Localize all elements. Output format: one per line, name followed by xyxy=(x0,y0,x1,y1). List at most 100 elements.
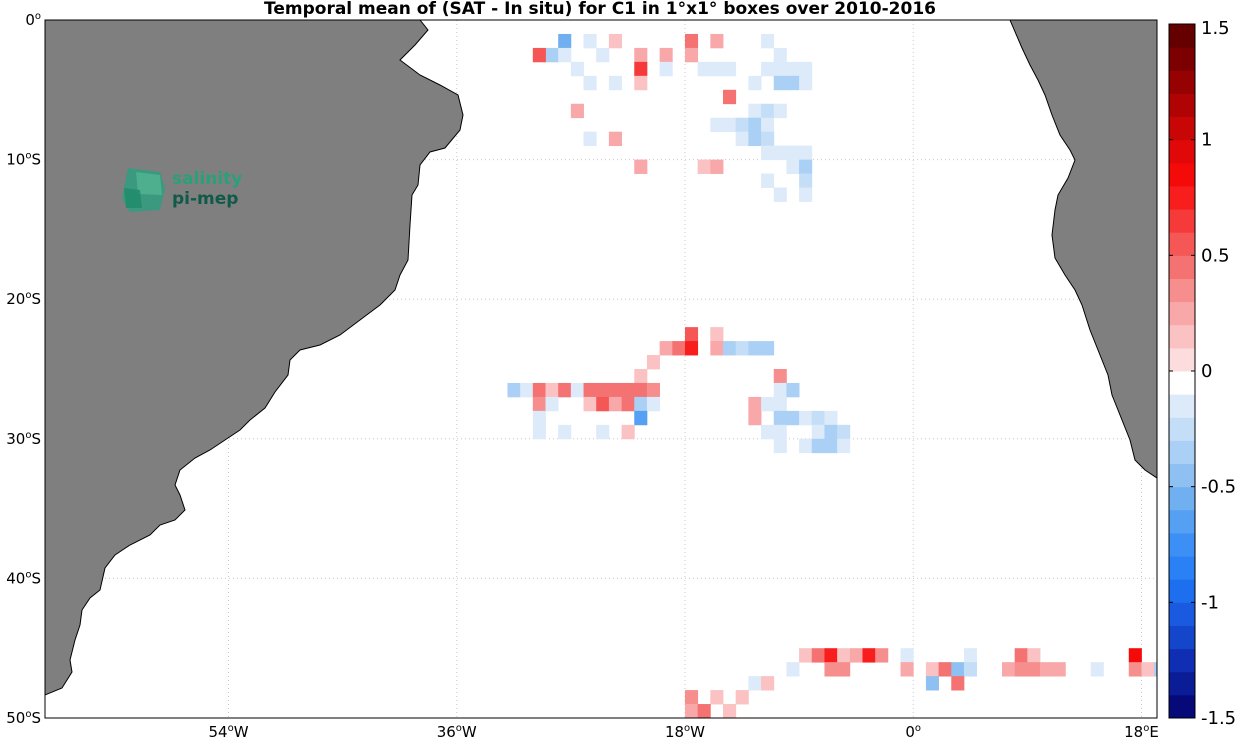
data-cell xyxy=(659,47,673,63)
data-cell xyxy=(596,396,610,412)
data-cell xyxy=(837,662,851,677)
colorbar-swatch xyxy=(1169,278,1195,303)
data-cell xyxy=(1040,662,1054,677)
colorbar-labels: 1.5 1 0.5 0 -0.5 -1 -1.5 xyxy=(1169,18,1236,729)
data-cell xyxy=(824,438,838,454)
data-cell xyxy=(545,382,559,398)
data-cell xyxy=(545,396,559,412)
colorbar-swatch xyxy=(1169,440,1195,465)
lat-tick-label: 50oS xyxy=(6,709,41,727)
data-cell xyxy=(811,438,825,454)
colorbar-swatch xyxy=(1169,648,1195,673)
lat-tick-label: 0o xyxy=(25,11,41,29)
colorbar-tick-label: 0 xyxy=(1201,361,1212,382)
data-cell xyxy=(925,676,939,691)
data-cell xyxy=(1128,662,1142,677)
colorbar-swatch xyxy=(1169,417,1195,441)
data-cell xyxy=(963,648,978,663)
data-cell xyxy=(583,131,597,147)
data-cell xyxy=(723,89,737,105)
data-cell xyxy=(799,75,813,91)
data-cell xyxy=(761,145,775,160)
data-cell xyxy=(621,424,635,440)
data-cell xyxy=(570,61,584,77)
data-cell xyxy=(1052,662,1066,677)
colorbar-swatch xyxy=(1169,185,1195,210)
data-cell xyxy=(684,341,699,356)
data-cell xyxy=(773,47,787,63)
data-cell xyxy=(786,662,800,677)
data-cell xyxy=(684,690,699,705)
colorbar-swatch xyxy=(1169,556,1195,580)
data-cell xyxy=(659,61,673,77)
logo-text-salinity: salinity xyxy=(172,169,242,189)
data-cells xyxy=(507,33,1157,718)
data-cell xyxy=(837,438,851,454)
colorbar-swatch xyxy=(1169,394,1195,418)
data-cell xyxy=(583,75,597,91)
data-cell xyxy=(761,396,775,412)
colorbar-swatch xyxy=(1169,209,1195,233)
colorbar-swatch xyxy=(1169,486,1195,511)
data-cell xyxy=(849,648,863,663)
data-cell xyxy=(684,704,699,718)
data-cell xyxy=(710,327,724,342)
data-cell xyxy=(1014,648,1028,663)
data-cell xyxy=(735,690,749,705)
data-cell xyxy=(938,662,952,677)
data-cell xyxy=(684,33,699,49)
colorbar-tick-label: -1.5 xyxy=(1201,708,1236,729)
colorbar-tick-label: 1.5 xyxy=(1201,18,1230,39)
data-cell xyxy=(697,704,711,718)
data-cell xyxy=(1027,662,1041,677)
data-cell xyxy=(773,396,787,412)
lat-tick-label: 40oS xyxy=(6,569,41,587)
colorbar-swatch xyxy=(1169,625,1195,650)
data-cell xyxy=(532,396,546,412)
data-cell xyxy=(799,61,813,77)
colorbar-swatch xyxy=(1169,232,1195,256)
data-cell xyxy=(532,424,546,440)
data-cell xyxy=(811,648,825,663)
data-cell xyxy=(646,355,661,370)
data-cell xyxy=(532,47,546,63)
data-cell xyxy=(773,410,787,426)
colorbar-swatch xyxy=(1169,301,1195,326)
colorbar-swatch xyxy=(1169,347,1195,372)
data-cell xyxy=(799,173,813,188)
data-cell xyxy=(786,145,800,160)
data-cell xyxy=(710,690,724,705)
colorbar-tick-label: 0.5 xyxy=(1201,245,1230,266)
data-cell xyxy=(520,382,534,398)
data-cell xyxy=(951,662,965,677)
data-cell xyxy=(1027,648,1041,663)
colorbar-tick-label: 1 xyxy=(1201,130,1212,151)
data-cell xyxy=(583,382,597,398)
data-cell xyxy=(672,341,686,356)
data-cell xyxy=(1141,662,1155,677)
data-cell xyxy=(659,341,673,356)
data-cell xyxy=(621,396,635,412)
data-cell xyxy=(596,424,610,440)
data-cell xyxy=(748,410,762,426)
data-cell xyxy=(799,438,813,454)
colorbar-swatch xyxy=(1169,532,1195,557)
data-cell xyxy=(748,396,762,412)
data-cell xyxy=(710,117,724,133)
longitude-labels: 54oW 36oW 18oW 0o 18oE xyxy=(208,723,1158,740)
lon-tick-label: 36oW xyxy=(437,723,477,740)
data-cell xyxy=(723,61,737,77)
lat-tick-label: 20oS xyxy=(6,290,41,308)
data-cell xyxy=(545,47,559,63)
data-cell xyxy=(824,662,838,677)
data-cell xyxy=(532,382,546,398)
latitude-labels: 0o 10oS 20oS 30oS 40oS 50oS xyxy=(6,11,41,727)
data-cell xyxy=(710,341,724,356)
data-cell xyxy=(773,369,787,384)
data-cell xyxy=(786,75,800,91)
colorbar-swatch xyxy=(1169,70,1195,94)
data-cell xyxy=(1090,662,1104,677)
data-cell xyxy=(761,33,775,49)
lon-tick-label: 18oW xyxy=(665,723,705,740)
data-cell xyxy=(684,47,699,63)
